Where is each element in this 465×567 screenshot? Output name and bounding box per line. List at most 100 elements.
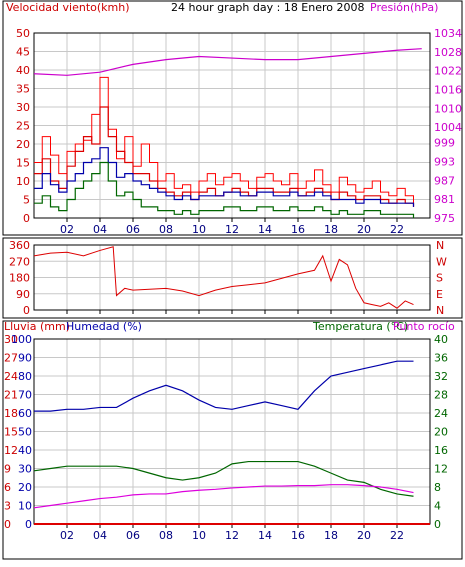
y-tick-label: 360	[9, 239, 30, 252]
y-tick-label: 40	[16, 64, 30, 77]
x-tick-label: 20	[357, 223, 371, 236]
direction-plot: 0 N 90 E 180 S 270 W 360 N	[9, 239, 447, 317]
humidity-tick-label: 10	[18, 500, 32, 513]
x-tick-label: 20	[357, 529, 371, 542]
y-tick-label: 25	[16, 120, 30, 133]
humidity-tick-label: 20	[18, 481, 32, 494]
rain-axis-label: Lluvia (mm)	[4, 320, 70, 333]
rain-tick-label: 9	[4, 463, 11, 476]
humidity-tick-label: 100	[11, 333, 32, 346]
humidity-axis-label: Humedad (%)	[66, 320, 142, 333]
x-tick-label: 16	[291, 529, 305, 542]
temperature-tick-label: 8	[434, 481, 441, 494]
x-tick-label: 18	[324, 529, 338, 542]
y-tick-label: 35	[16, 83, 30, 96]
series-pressure	[33, 48, 422, 76]
y2-tick-label: 1010	[434, 102, 462, 115]
y-tick-label: 15	[16, 157, 30, 170]
x-tick-label: 10	[192, 529, 206, 542]
temperature-tick-label: 32	[434, 370, 448, 383]
y-tick-label: 5	[23, 194, 30, 207]
y-tick-label: 45	[16, 46, 30, 59]
rain-tick-label: 0	[4, 518, 11, 531]
temperature-tick-label: 24	[434, 407, 448, 420]
humidity-tick-label: 40	[18, 444, 32, 457]
x-tick-label: 10	[192, 223, 206, 236]
y-tick-label: 180	[9, 272, 30, 285]
climate-plot: 02 04 06 08 10 12 14 16 18 20 22036912151821242730…	[4, 333, 448, 542]
x-tick-label: 16	[291, 223, 305, 236]
x-tick-label: 14	[258, 529, 272, 542]
rain-tick-label: 30	[4, 333, 18, 346]
temperature-tick-label: 12	[434, 463, 448, 476]
rain-tick-label: 3	[4, 500, 11, 513]
temperature-tick-label: 36	[434, 352, 448, 365]
y-tick-label: 20	[16, 138, 30, 151]
y-tick-label: 270	[9, 255, 30, 268]
temperature-tick-label: 16	[434, 444, 448, 457]
x-tick-label: 12	[225, 529, 239, 542]
temperature-axis-label: Temperatura (°C)	[312, 320, 408, 333]
y2-tick-label: 1034	[434, 27, 462, 40]
x-tick-label: 12	[225, 223, 239, 236]
y-tick-label: 50	[16, 27, 30, 40]
direction-panel-frame	[2, 237, 463, 319]
series-punto-roc-o	[33, 484, 414, 509]
x-tick-label: 02	[60, 529, 74, 542]
dewpoint-axis-label: Punto rocío	[393, 320, 455, 333]
y-tick-label: 10	[16, 175, 30, 188]
y-tick-label: 0	[23, 212, 30, 225]
humidity-tick-label: 80	[18, 370, 32, 383]
y-tick-label: 0	[23, 304, 30, 317]
compass-label: N	[436, 304, 444, 317]
y2-tick-label: 987	[434, 174, 455, 187]
x-tick-label: 14	[258, 223, 272, 236]
x-tick-label: 08	[159, 529, 173, 542]
x-tick-label: 04	[93, 529, 107, 542]
series-humedad-	[34, 360, 414, 412]
y-tick-label: 30	[16, 101, 30, 114]
temperature-tick-label: 0	[434, 518, 441, 531]
compass-label: N	[436, 239, 444, 252]
y2-tick-label: 1028	[434, 46, 462, 59]
x-tick-label: 22	[390, 529, 404, 542]
x-tick-label: 08	[159, 223, 173, 236]
temperature-tick-label: 20	[434, 426, 448, 439]
series-temperatura-c-	[33, 460, 414, 497]
series-direction	[33, 246, 414, 309]
x-tick-label: 06	[126, 223, 140, 236]
rain-tick-label: 18	[4, 407, 18, 420]
rain-tick-label: 21	[4, 389, 18, 402]
x-tick-label: 04	[93, 223, 107, 236]
temperature-tick-label: 4	[434, 500, 441, 513]
humidity-tick-label: 70	[18, 389, 32, 402]
humidity-tick-label: 90	[18, 352, 32, 365]
y2-tick-label: 999	[434, 137, 455, 150]
y-tick-label: 90	[16, 288, 30, 301]
x-tick-label: 18	[324, 223, 338, 236]
compass-label: W	[436, 255, 447, 268]
climate-panel-frame	[2, 320, 463, 560]
humidity-tick-label: 60	[18, 407, 32, 420]
wind-plot: 02 04 06 08 10 12 14 16 18 20 22 0 5 10 15 20 25 30 35 40 45…	[16, 27, 462, 236]
temperature-tick-label: 40	[434, 333, 448, 346]
rain-tick-label: 24	[4, 370, 18, 383]
x-tick-label: 06	[126, 529, 140, 542]
graph-title: 24 hour graph day : 18 Enero 2008	[171, 1, 365, 14]
rain-tick-label: 27	[4, 352, 18, 365]
compass-label: E	[436, 288, 443, 301]
temperature-tick-label: 28	[434, 389, 448, 402]
wind-axis-label: Velocidad viento(kmh)	[6, 1, 130, 14]
humidity-tick-label: 50	[18, 426, 32, 439]
rain-tick-label: 15	[4, 426, 18, 439]
rain-tick-label: 6	[4, 481, 11, 494]
compass-label: S	[436, 272, 443, 285]
y2-tick-label: 1022	[434, 65, 462, 78]
series-gust	[34, 76, 414, 204]
pressure-axis-label: Presión(hPa)	[370, 1, 438, 14]
y2-tick-label: 1004	[434, 121, 462, 134]
rain-tick-label: 12	[4, 444, 18, 457]
y2-tick-label: 975	[434, 212, 455, 225]
